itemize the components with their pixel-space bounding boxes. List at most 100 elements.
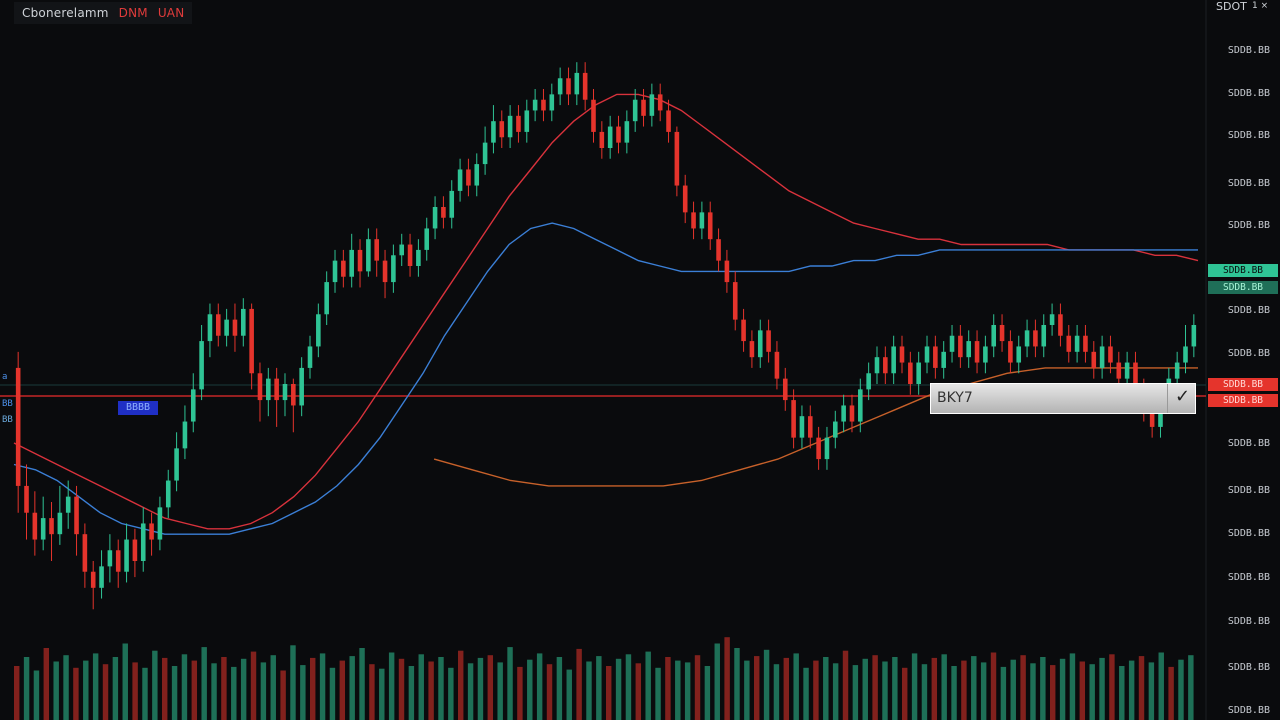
volume-bar <box>290 645 296 720</box>
scale-toggle[interactable]: 1 × <box>1252 1 1269 11</box>
candle-body <box>90 571 96 588</box>
candle-body <box>557 78 563 95</box>
volume-bar <box>181 654 188 720</box>
candle-body <box>991 325 997 347</box>
candle-body <box>841 405 846 422</box>
volume-bar <box>842 650 849 720</box>
volume-bar <box>448 667 454 720</box>
volume-bar <box>655 667 661 720</box>
volume-bar <box>892 657 898 720</box>
candle-body <box>249 308 254 374</box>
volume-bar <box>438 657 444 720</box>
volume-bar <box>319 653 326 720</box>
volume-bar <box>211 663 217 720</box>
candle-body <box>899 346 905 363</box>
candle-body <box>674 131 680 186</box>
candle-body <box>824 437 830 460</box>
volume-bar <box>1168 666 1174 720</box>
candle-body <box>374 239 379 261</box>
candle-body <box>1024 330 1030 347</box>
volume-bar <box>221 657 227 720</box>
volume-bar <box>744 660 750 720</box>
candle-body <box>332 260 338 283</box>
left-level-tag: BB <box>2 399 13 409</box>
volume-bar <box>458 650 464 720</box>
volume-bar <box>1099 657 1105 720</box>
candle-body <box>657 94 663 111</box>
volume-bar <box>388 652 395 720</box>
volume-bar <box>675 660 681 720</box>
timeframe-label[interactable]: DNM <box>118 6 148 20</box>
level-badge[interactable]: BBBB <box>118 401 158 415</box>
volume-bar <box>1059 658 1066 720</box>
volume-bar <box>310 657 316 720</box>
candle-body <box>816 437 821 460</box>
candle-body <box>416 249 421 266</box>
volume-bar <box>152 650 158 720</box>
order-entry-box[interactable]: BKY7 ✓ <box>930 383 1196 414</box>
volume-bar <box>122 643 128 720</box>
price-axis-label: SDDB.BB <box>1227 616 1270 627</box>
volume-bar <box>990 652 997 720</box>
candle-body <box>574 72 580 95</box>
volume-bar <box>625 654 632 720</box>
volume-bar <box>63 655 69 720</box>
candle-body <box>407 244 413 266</box>
volume-bar <box>803 667 809 720</box>
volume-bar <box>971 656 977 720</box>
candle-body <box>541 99 546 111</box>
volume-bar <box>132 662 138 720</box>
volume-bar <box>418 654 424 720</box>
volume-bar <box>586 661 592 720</box>
confirm-check-icon[interactable]: ✓ <box>1175 386 1191 407</box>
candle-body <box>707 212 713 240</box>
volume-bar <box>951 666 957 720</box>
volume-bar <box>645 651 651 720</box>
volume-bar <box>339 660 346 720</box>
volume-bar <box>1030 663 1036 720</box>
volume-bar <box>546 664 553 720</box>
volume-bar <box>714 643 720 720</box>
moving-average-line <box>13 222 1198 535</box>
candle-body <box>432 207 438 229</box>
candle-body <box>582 72 588 100</box>
candle-body <box>366 239 371 272</box>
candle-body <box>1083 335 1088 352</box>
candle-body <box>607 126 613 148</box>
candle-body <box>916 362 921 384</box>
candle-body <box>649 94 655 116</box>
candle-body <box>524 110 530 132</box>
candle-body <box>441 207 446 218</box>
current-price-tag-secondary: SDDB.BB <box>1208 281 1278 294</box>
volume-bar <box>102 664 109 720</box>
volume-bar <box>556 657 563 720</box>
volume-bar <box>270 655 276 720</box>
volume-bar <box>73 667 79 720</box>
price-axis-label: SDDB.BB <box>1227 45 1270 56</box>
candle-body <box>1099 346 1105 368</box>
symbol-header[interactable]: Cbonerelamm DNM UAN <box>14 2 193 24</box>
candle-body <box>207 314 213 342</box>
volume-bar <box>1079 661 1086 720</box>
volume-bar <box>1138 656 1145 720</box>
candle-body <box>1191 325 1197 347</box>
candle-body <box>1124 362 1130 379</box>
candle-body <box>566 78 571 95</box>
candle-body <box>391 255 396 283</box>
candle-body <box>482 142 488 165</box>
volume-bar <box>231 666 237 720</box>
candle-body <box>1116 362 1122 379</box>
candle-body <box>791 400 796 438</box>
volume-bar <box>961 660 967 720</box>
volume-bar <box>1069 653 1076 720</box>
candle-body <box>974 341 980 363</box>
volume-bar <box>793 653 799 720</box>
volume-bar <box>191 660 198 720</box>
volume-bar <box>398 658 405 720</box>
volume-bar <box>359 648 365 720</box>
candle-body <box>799 416 805 438</box>
candle-body <box>1058 314 1063 336</box>
volume-bar <box>33 670 40 720</box>
volume-bar <box>823 657 829 720</box>
